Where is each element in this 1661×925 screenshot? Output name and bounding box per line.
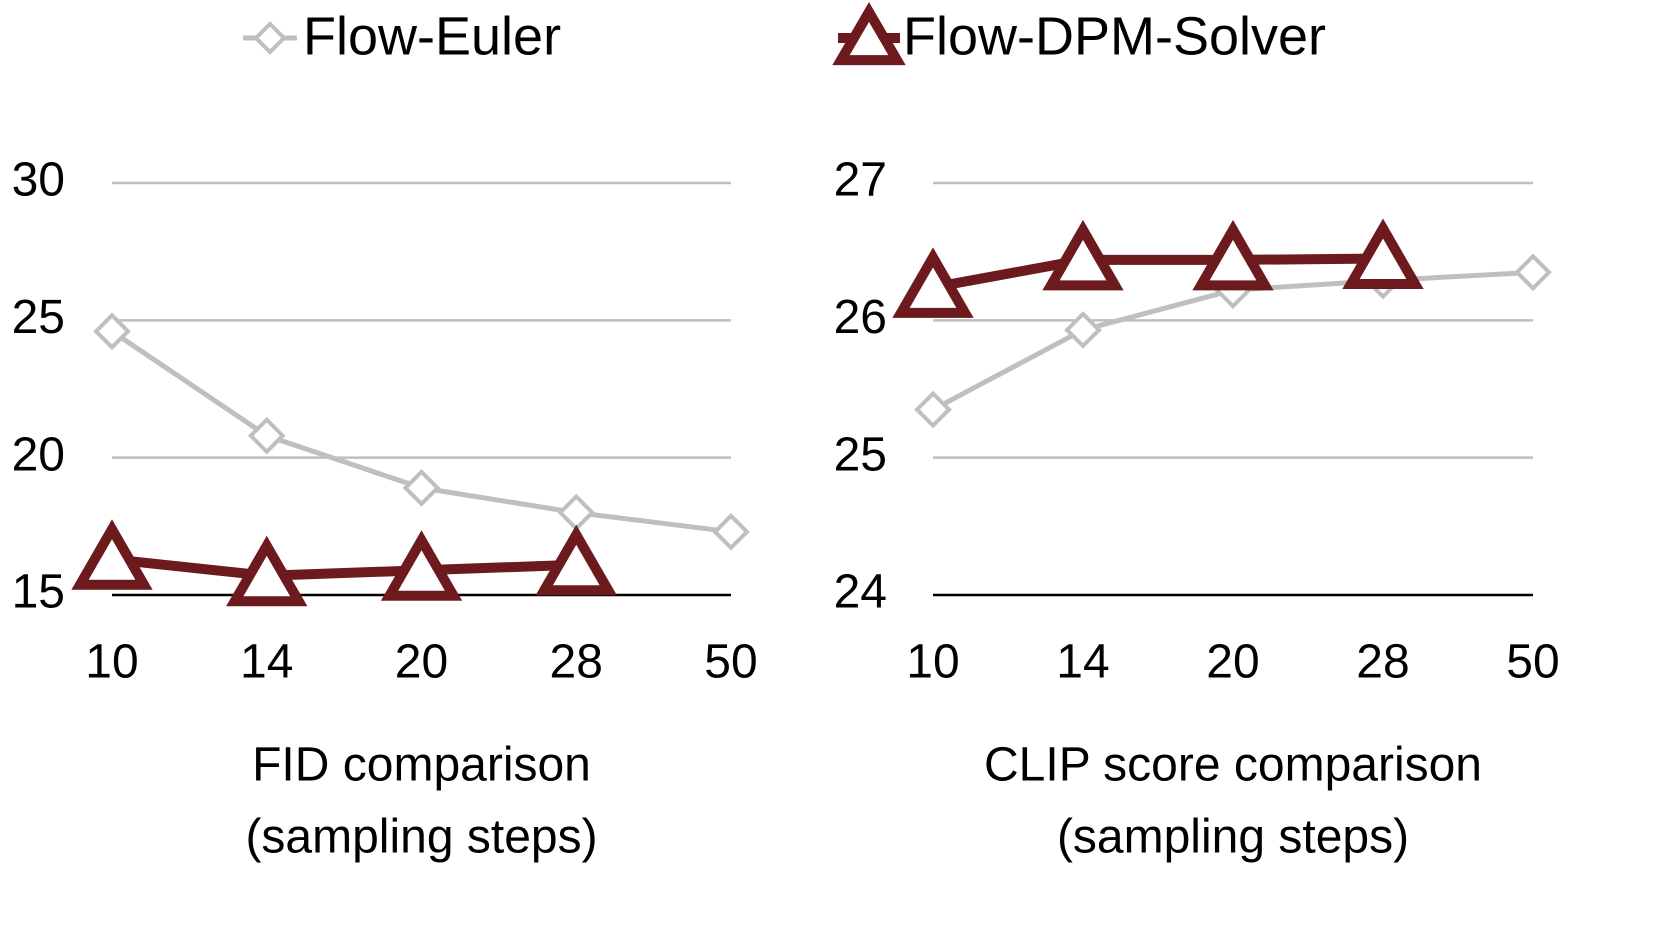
y-tick-label: 30 bbox=[12, 154, 65, 207]
triangle-marker bbox=[1342, 218, 1424, 290]
legend-marker bbox=[253, 21, 287, 55]
triangle-marker bbox=[71, 519, 153, 590]
x-axis-title: CLIP score comparison bbox=[984, 739, 1482, 792]
x-axis-title: FID comparison bbox=[252, 739, 591, 792]
x-tick-label: 28 bbox=[1356, 636, 1409, 689]
series-line bbox=[932, 253, 1384, 293]
x-axis-title: (sampling steps) bbox=[245, 811, 597, 864]
x-tick-label: 20 bbox=[395, 636, 448, 689]
series-line bbox=[111, 554, 577, 581]
diamond-marker bbox=[557, 493, 596, 532]
y-tick-label: 20 bbox=[12, 428, 65, 481]
diamond-marker bbox=[1064, 311, 1102, 349]
x-tick-label: 28 bbox=[550, 636, 603, 689]
y-tick-label: 25 bbox=[834, 428, 887, 481]
legend-marker bbox=[832, 2, 906, 66]
y-tick-label: 27 bbox=[834, 154, 887, 207]
diamond-marker bbox=[1514, 253, 1552, 292]
triangle-marker bbox=[1192, 219, 1274, 291]
y-tick-label: 25 bbox=[12, 291, 65, 344]
triangle-marker bbox=[535, 524, 617, 596]
y-tick-label: 24 bbox=[834, 566, 887, 619]
x-tick-label: 10 bbox=[85, 636, 138, 689]
triangle-marker bbox=[892, 247, 974, 318]
y-tick-label: 26 bbox=[834, 291, 887, 344]
y-tick-label: 15 bbox=[12, 566, 65, 619]
legend-label: Flow-Euler bbox=[303, 6, 561, 66]
diamond-marker bbox=[247, 416, 286, 455]
triangle-marker bbox=[1042, 219, 1124, 291]
diamond-marker bbox=[93, 312, 131, 351]
x-tick-label: 50 bbox=[1506, 636, 1559, 689]
legend-label: Flow-DPM-Solver bbox=[903, 6, 1326, 66]
x-tick-label: 14 bbox=[240, 636, 293, 689]
diamond-marker bbox=[402, 469, 441, 507]
triangle-marker bbox=[226, 535, 308, 607]
diamond-marker bbox=[914, 390, 952, 429]
x-tick-label: 50 bbox=[704, 636, 757, 689]
x-tick-label: 20 bbox=[1206, 636, 1259, 689]
x-tick-label: 14 bbox=[1056, 636, 1109, 689]
x-axis-title: (sampling steps) bbox=[1057, 811, 1409, 864]
x-tick-label: 10 bbox=[906, 636, 959, 689]
triangle-marker bbox=[380, 530, 463, 601]
diamond-marker bbox=[712, 512, 750, 551]
